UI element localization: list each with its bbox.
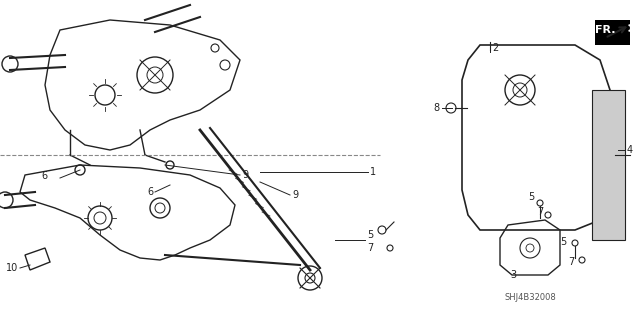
Text: 7: 7 xyxy=(537,207,543,217)
Text: 5: 5 xyxy=(367,230,373,240)
Text: 9: 9 xyxy=(242,170,248,180)
Text: 9: 9 xyxy=(292,190,298,200)
Text: 5: 5 xyxy=(560,237,566,247)
Text: 6: 6 xyxy=(42,171,48,181)
Text: 1: 1 xyxy=(370,167,376,177)
Text: 7: 7 xyxy=(568,257,574,267)
Text: FR.: FR. xyxy=(595,25,616,35)
Text: 6: 6 xyxy=(147,187,153,197)
Text: 10: 10 xyxy=(6,263,19,273)
Text: 4: 4 xyxy=(627,145,633,155)
Polygon shape xyxy=(595,20,630,45)
Polygon shape xyxy=(592,90,625,240)
Text: 7: 7 xyxy=(367,243,373,253)
Text: 8: 8 xyxy=(434,103,440,113)
Text: 2: 2 xyxy=(492,43,499,53)
Text: SHJ4B32008: SHJ4B32008 xyxy=(504,293,556,302)
Text: 5: 5 xyxy=(528,192,534,202)
Text: 3: 3 xyxy=(510,270,516,280)
